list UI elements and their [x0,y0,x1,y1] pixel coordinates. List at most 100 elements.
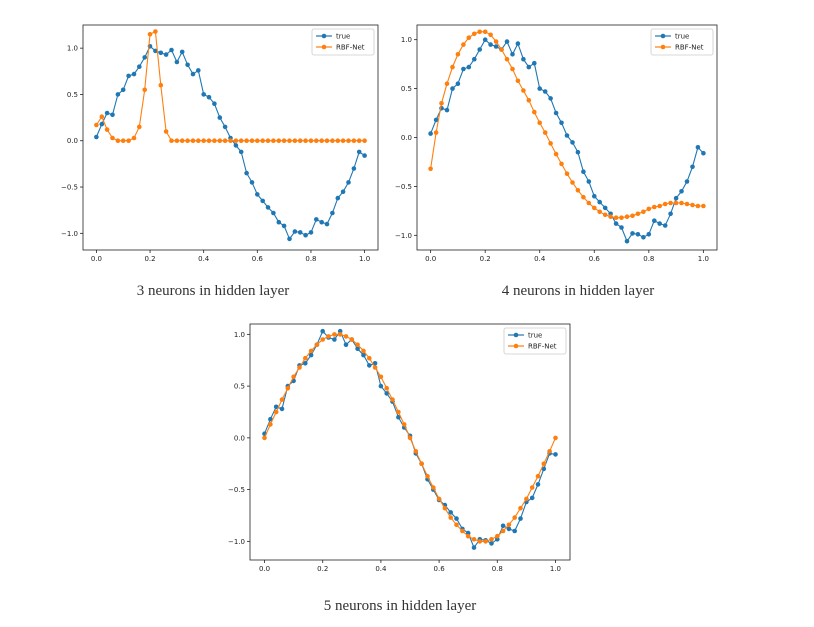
data-point-true [396,414,401,420]
data-point-true [641,235,646,240]
y-tick-label: 0.0 [234,434,245,442]
data-point-rbf-net [319,138,325,143]
data-point-rbf-net [147,32,153,37]
data-point-rbf-net [668,200,673,206]
y-tick-label: 1.0 [401,36,412,44]
data-point-rbf-net [104,127,110,132]
data-point-rbf-net [222,138,228,143]
data-point-rbf-net [163,129,169,134]
y-tick-label: 0.0 [401,134,412,142]
data-point-rbf-net [586,200,592,206]
legend-label: true [336,33,350,41]
data-point-true [361,352,366,358]
data-point-true [222,124,228,130]
y-tick-label: −1.0 [61,230,78,238]
data-point-true [635,232,641,237]
data-point-true [535,482,541,487]
data-point-true [343,342,349,347]
data-point-rbf-net [532,109,537,115]
data-point-rbf-net [442,505,448,511]
y-tick-label: 0.5 [401,85,412,93]
data-point-true [265,205,271,210]
data-point-true [454,516,459,521]
data-point-rbf-net [340,138,346,143]
data-point-rbf-net [504,56,510,62]
data-point-true [126,73,131,79]
data-point-true [169,47,174,53]
data-point-true [450,86,455,91]
y-tick-label: −0.5 [228,486,245,494]
y-tick-label: −0.5 [61,184,78,192]
data-point-true [279,406,285,412]
data-point-true [351,166,357,171]
data-point-true [273,404,279,410]
data-point-rbf-net [553,151,559,157]
data-point-true [553,452,558,457]
data-point-true [472,56,477,62]
data-point-rbf-net [495,533,500,539]
data-point-true [249,180,255,185]
data-point-true [384,391,389,396]
chart-panel-2: 0.0 0.2 0.4 0.6 0.8 1.0 −1.0 −0.5 0.0 0.5 1.0 true R… [395,0,814,310]
data-point-rbf-net [314,138,319,143]
data-point-rbf-net [367,355,372,361]
data-point-true [179,49,185,55]
data-point-rbf-net [281,138,287,143]
data-point-true [695,145,701,150]
data-point-rbf-net [488,32,493,38]
data-point-rbf-net [510,66,515,72]
data-point-true [217,115,223,120]
data-point-rbf-net [652,204,657,210]
data-point-true [94,134,99,140]
data-point-rbf-net [372,365,378,370]
data-point-true [137,64,142,69]
data-point-rbf-net [343,334,349,339]
data-point-rbf-net [110,135,115,141]
y-tick-label: 0.5 [234,383,245,391]
data-point-rbf-net [641,209,646,215]
data-point-rbf-net [493,39,499,44]
data-point-rbf-net [407,435,413,441]
data-point-true [110,112,115,118]
data-point-rbf-net [472,31,477,37]
data-point-rbf-net [448,515,453,520]
data-point-rbf-net [690,202,695,208]
data-point-true [668,211,673,217]
data-point-true [131,71,137,77]
data-point-rbf-net [169,138,174,143]
data-point-rbf-net [265,138,271,143]
data-point-rbf-net [537,120,542,126]
y-tick-label: 0.5 [67,91,78,99]
data-point-rbf-net [401,422,407,427]
data-point-true [518,516,523,521]
data-point-rbf-net [384,385,389,391]
data-point-true [602,205,608,211]
y-tick-label: −1.0 [395,232,412,240]
data-point-rbf-net [619,215,624,220]
data-point-rbf-net [662,201,668,207]
data-point-true [158,50,164,56]
data-point-true [330,210,335,216]
data-point-true [271,210,276,216]
data-point-rbf-net [308,138,314,143]
data-point-true [314,217,319,222]
data-point-rbf-net [320,337,325,342]
data-point-true [254,192,260,197]
legend-label: true [675,33,689,41]
data-point-true [448,510,453,515]
data-point-rbf-net [575,188,581,193]
data-point-true [646,232,652,237]
y-tick-label: 1.0 [234,331,245,339]
x-tick-label: 0.2 [144,255,155,263]
data-point-true [332,337,337,342]
data-point-rbf-net [635,211,641,217]
data-point-true [444,107,450,113]
data-point-rbf-net [489,537,494,542]
data-point-true [586,179,592,184]
data-point-true [548,96,553,101]
chart-1: 0.0 0.2 0.4 0.6 0.8 1.0 −1.0 −0.5 0.0 0.5 1.0 true R… [61,24,379,263]
data-point-true [532,60,537,66]
data-point-true [570,140,575,145]
data-point-rbf-net [351,138,357,143]
data-point-true [541,466,547,472]
